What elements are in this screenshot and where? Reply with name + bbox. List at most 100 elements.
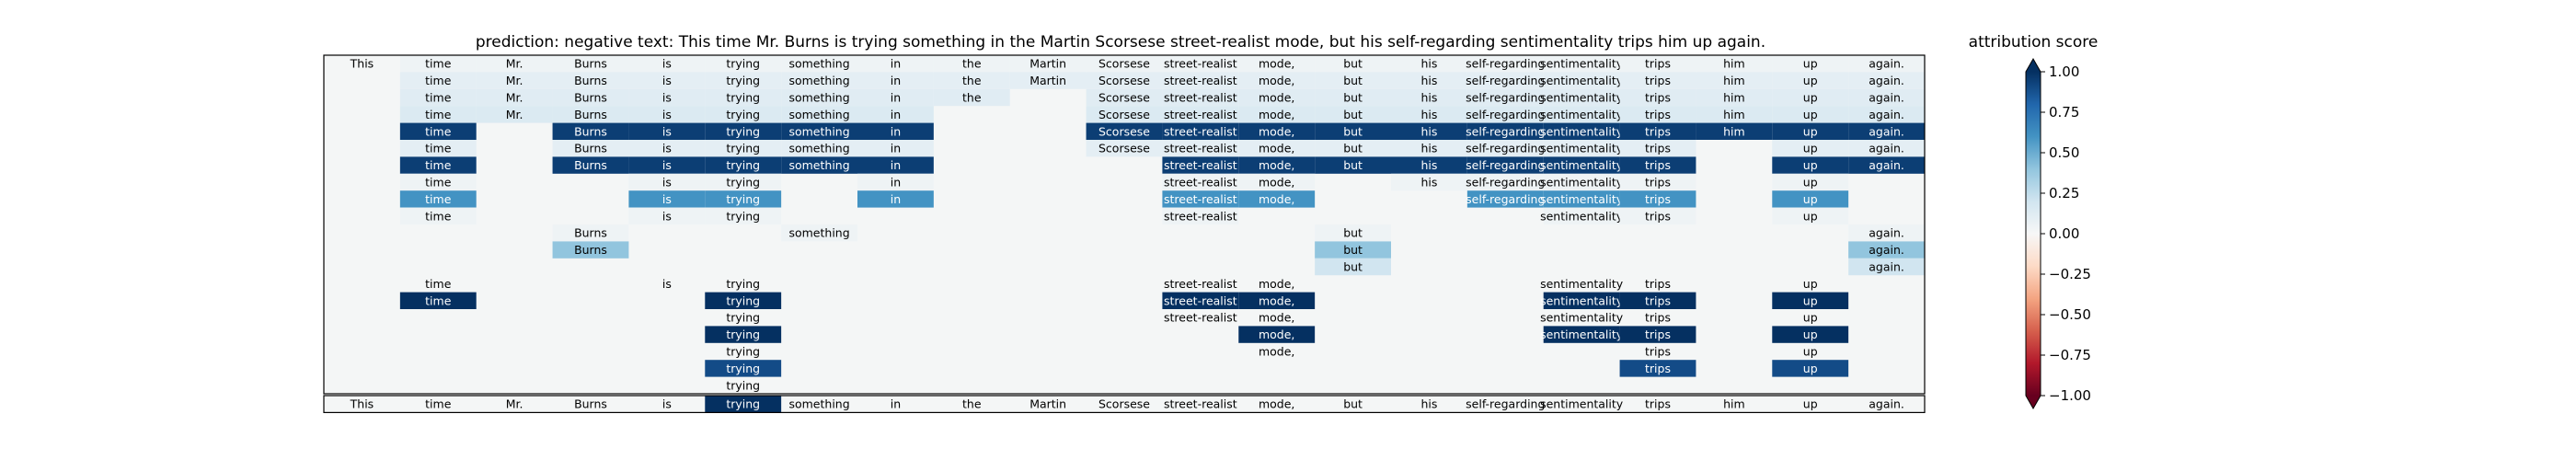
heatmap-row-token-label: him <box>1723 108 1745 121</box>
heatmap-row-token-label: sentimentality <box>1540 277 1624 291</box>
heatmap-row-cell <box>1238 326 1316 343</box>
heatmap-row-cell <box>857 122 934 140</box>
heatmap-row-cell <box>705 360 782 377</box>
heatmap-row-cell <box>1543 55 1620 73</box>
heatmap-row-cell <box>1238 292 1316 309</box>
heatmap-row-cell <box>399 88 477 107</box>
colorbar: attribution score 1.00 0.75 0.50 0.25 0.00 −0… <box>1969 33 2098 410</box>
summary-row-token-label: up <box>1803 397 1818 411</box>
colorbar-tick-label: 0.75 <box>2049 104 2079 121</box>
heatmap-row-cell <box>933 72 1010 89</box>
heatmap-row-cell <box>1238 190 1316 208</box>
heatmap-row-cell <box>552 106 629 123</box>
heatmap-row-token-label: is <box>662 108 672 121</box>
heatmap-row-cell <box>628 106 706 123</box>
heatmap-row-cell <box>781 106 857 123</box>
heatmap-row-token-label: sentimentality <box>1540 293 1624 307</box>
heatmap-row-token-label: trips <box>1645 345 1671 359</box>
summary-row-token-label: but <box>1343 397 1363 411</box>
summary-row-token-label: self-regarding <box>1466 397 1545 411</box>
heatmap-row-token-label: but <box>1343 74 1363 87</box>
heatmap-row-token-label: is <box>662 74 672 87</box>
colorbar-tick-label: −0.75 <box>2049 347 2091 363</box>
heatmap-row-cell <box>552 241 629 259</box>
heatmap-row-cell <box>628 190 706 208</box>
heatmap-row-token-label: Burns <box>574 158 607 172</box>
heatmap-row-cell <box>1772 207 1849 224</box>
heatmap-row-token-label: up <box>1803 57 1818 71</box>
heatmap-row-cell <box>781 122 857 140</box>
heatmap-row-token-label: the <box>962 74 982 87</box>
heatmap-row-token-label: trips <box>1645 293 1671 307</box>
heatmap-row-cell <box>1238 140 1316 157</box>
heatmap-row-cell <box>705 326 782 343</box>
heatmap-row-cell <box>399 72 477 89</box>
heatmap-row-token-label: trying <box>726 124 760 138</box>
heatmap-row-cell <box>1162 55 1239 73</box>
heatmap-row-token-label: mode, <box>1259 311 1294 325</box>
heatmap-row-cell <box>1466 55 1544 73</box>
heatmap-row-token-label: sentimentality <box>1540 142 1624 155</box>
heatmap-row-cell <box>1619 88 1696 107</box>
heatmap-row-cell <box>1619 326 1696 343</box>
heatmap-row-cell <box>628 122 706 140</box>
summary-row-token-label: time <box>425 397 452 411</box>
heatmap-row-token-label: is <box>662 277 672 291</box>
heatmap-row-token-label: his <box>1420 57 1437 71</box>
heatmap-row-token-label: again. <box>1869 74 1904 87</box>
heatmap-row-token-label: but <box>1343 124 1363 138</box>
heatmap-row-token-label: Mr. <box>506 91 523 105</box>
heatmap-row-token-label: in <box>891 158 901 172</box>
heatmap-row-token-label: is <box>662 91 672 105</box>
heatmap-row-token-label: is <box>662 176 672 190</box>
heatmap-row-token-label: sentimentality <box>1540 74 1624 87</box>
heatmap-row-token-label: street-realist <box>1164 74 1237 87</box>
heatmap-row-cell <box>476 106 553 123</box>
heatmap-row-token-label: time <box>425 209 452 223</box>
heatmap-row-cell <box>1848 241 1925 259</box>
heatmap-row-cell <box>1619 72 1696 89</box>
heatmap-row-token-label: street-realist <box>1164 176 1237 190</box>
heatmap-row-token-label: trips <box>1645 209 1671 223</box>
heatmap-row-token-label: mode, <box>1259 293 1294 307</box>
heatmap-frame <box>323 54 1926 395</box>
colorbar-tick-label: −0.25 <box>2049 266 2091 282</box>
heatmap-row-token-label: trying <box>726 192 760 206</box>
heatmap-row-cell <box>1391 122 1467 140</box>
heatmap-row-token-label: trying <box>726 142 760 155</box>
heatmap-row-cell <box>1162 122 1239 140</box>
heatmap-row-cell <box>399 292 477 309</box>
heatmap-row-token-label: time <box>425 108 452 121</box>
heatmap-row-cell <box>1162 156 1239 174</box>
heatmap-row-cell <box>1696 55 1773 73</box>
heatmap-row-token-label: trips <box>1645 158 1671 172</box>
heatmap-row-token-label: mode, <box>1259 57 1294 71</box>
heatmap-row-cell <box>1315 241 1391 259</box>
heatmap-row-token-label: trips <box>1645 108 1671 121</box>
heatmap-row-token-label: Scorsese <box>1098 108 1150 121</box>
summary-row-token-label: trips <box>1645 397 1671 411</box>
heatmap-row-token-label: up <box>1803 293 1818 307</box>
heatmap-row-token-label: up <box>1803 209 1818 223</box>
heatmap-row-token-label: in <box>891 57 901 71</box>
heatmap-row-cell <box>1696 72 1773 89</box>
heatmap-row-token-label: something <box>788 226 849 240</box>
heatmap-row-cell <box>1238 88 1316 107</box>
heatmap-row-token-label: sentimentality <box>1540 158 1624 172</box>
heatmap-row-token-label: sentimentality <box>1540 91 1624 105</box>
heatmap-row-token-label: trying <box>726 108 760 121</box>
heatmap-row-cell <box>1162 173 1239 191</box>
heatmap-row-cell <box>781 140 857 157</box>
heatmap-row-cell <box>1466 173 1544 191</box>
summary-row-token-label: something <box>788 397 849 411</box>
heatmap-row-cell <box>552 156 629 174</box>
heatmap-row-token-label: mode, <box>1259 192 1294 206</box>
heatmap-row-token-label: again. <box>1869 243 1904 257</box>
heatmap-row-cell <box>1772 173 1849 191</box>
heatmap-row-token-label: self-regarding <box>1466 192 1545 206</box>
heatmap-row-cell <box>781 88 857 107</box>
heatmap-row-cell <box>857 173 934 191</box>
heatmap-row-token-label: Scorsese <box>1098 74 1150 87</box>
summary-row-token-label: trying <box>726 397 760 411</box>
heatmap-row-token-label: trips <box>1645 311 1671 325</box>
